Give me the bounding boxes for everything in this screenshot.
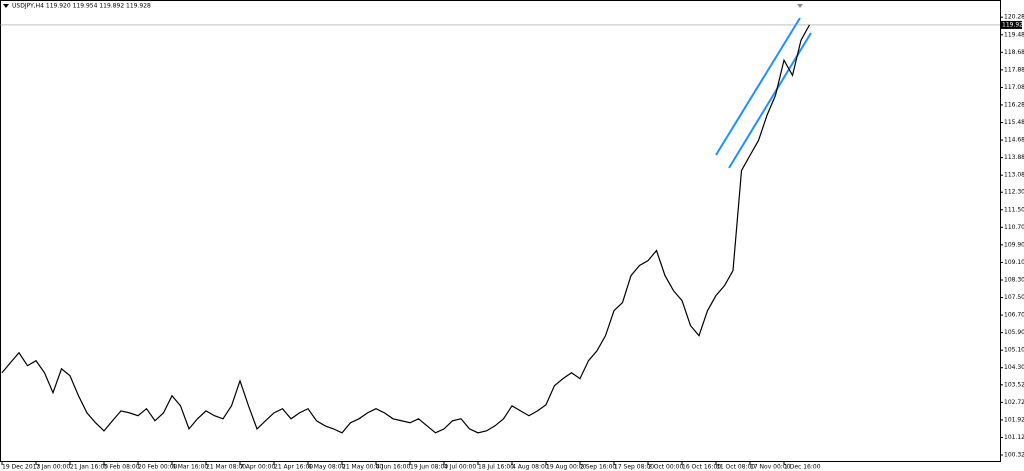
y-tick-label: 106.700 xyxy=(1004,312,1024,319)
y-tick-label: 112.300 xyxy=(1004,189,1024,196)
y-tick-label: 111.500 xyxy=(1004,206,1024,213)
x-tick-label: 5 Feb 08:00 xyxy=(104,464,140,471)
y-tick-label: 120.280 xyxy=(1004,14,1024,21)
menu-arrow[interactable] xyxy=(3,4,9,8)
x-tick-label: 18 Jul 16:00 xyxy=(478,464,514,471)
y-tick-label: 108.300 xyxy=(1004,276,1024,283)
x-tick-label: 2 Sep 16:00 xyxy=(580,464,616,471)
y-tick-label: 109.900 xyxy=(1004,241,1024,248)
x-tick-label: 31 Oct 08:00 xyxy=(716,464,755,471)
y-tick-label: 101.920 xyxy=(1004,416,1024,423)
x-tick-label: 4 Jul 00:00 xyxy=(444,464,476,471)
x-tick-label: 19 Aug 00:00 xyxy=(546,464,587,471)
y-tick-label: 118.680 xyxy=(1004,49,1024,56)
y-tick-label: 102.720 xyxy=(1004,399,1024,406)
y-tick-label: 109.100 xyxy=(1004,259,1024,266)
y-tick-label: 113.080 xyxy=(1004,172,1024,179)
x-tick-label: 21 Mar 08:00 xyxy=(206,464,246,471)
y-tick-label: 117.880 xyxy=(1004,66,1024,73)
y-tick-label: 100.320 xyxy=(1004,451,1024,458)
y-tick-label: 119.480 xyxy=(1004,31,1024,38)
y-tick-label: 115.480 xyxy=(1004,119,1024,126)
x-tick-label: 1 Dec 16:00 xyxy=(784,464,821,471)
x-tick-label: 21 May 00:00 xyxy=(342,464,383,471)
y-tick-label: 113.880 xyxy=(1004,154,1024,161)
y-tick-label: 116.280 xyxy=(1004,101,1024,108)
y-tick-label: 107.500 xyxy=(1004,294,1024,301)
x-tick-label: 6 May 08:00 xyxy=(308,464,346,471)
plot-frame xyxy=(0,0,1001,462)
x-tick-label: 4 Jun 16:00 xyxy=(376,464,410,471)
chart-title: USDJPY,H4 119.920 119.954 119.892 119.92… xyxy=(12,3,151,10)
current-price-label: 119.928 xyxy=(1002,21,1024,28)
x-tick-label: 17 Nov 00:00 xyxy=(750,464,791,471)
shift-marker xyxy=(797,4,803,8)
y-tick-label: 117.080 xyxy=(1004,84,1024,91)
x-tick-label: 19 Jun 08:00 xyxy=(410,464,448,471)
x-tick-label: 4 Aug 08:00 xyxy=(512,464,549,471)
y-tick-label: 104.300 xyxy=(1004,364,1024,371)
x-tick-label: 2 Oct 00:00 xyxy=(648,464,683,471)
channel-upper xyxy=(715,17,801,156)
price-line xyxy=(1,24,811,434)
y-tick-label: 105.900 xyxy=(1004,329,1024,336)
x-tick-label: 7 Apr 00:00 xyxy=(240,464,275,471)
y-tick-label: 114.680 xyxy=(1004,137,1024,144)
y-tick-label: 105.100 xyxy=(1004,347,1024,354)
x-tick-label: 19 Dec 2013 xyxy=(2,464,41,471)
x-tick-label: 21 Jan 16:00 xyxy=(70,464,108,471)
x-tick-label: 6 Mar 16:00 xyxy=(172,464,208,471)
x-tick-label: 16 Oct 16:00 xyxy=(682,464,721,471)
x-tick-label: 7 Jan 00:00 xyxy=(36,464,70,471)
y-tick-label: 103.520 xyxy=(1004,381,1024,388)
current-price-box xyxy=(1000,20,1022,29)
y-tick-label: 101.120 xyxy=(1004,434,1024,441)
x-tick-label: 20 Feb 00:00 xyxy=(138,464,178,471)
y-tick-label: 110.700 xyxy=(1004,224,1024,231)
x-tick-label: 17 Sep 08:00 xyxy=(614,464,654,471)
x-tick-label: 21 Apr 16:00 xyxy=(274,464,313,471)
